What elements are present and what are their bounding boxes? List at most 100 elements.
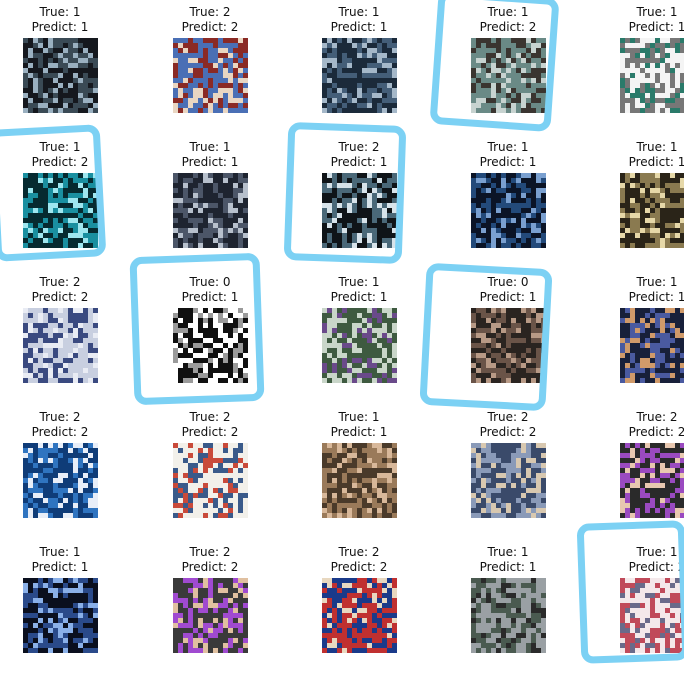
true-label: True: 1 xyxy=(39,5,81,19)
speaker-with-flag-photo xyxy=(322,578,397,653)
news-collage-image xyxy=(173,443,248,518)
predict-label: Predict: 2 xyxy=(181,425,239,439)
predict-label: Predict: 2 xyxy=(31,425,89,439)
city-street-crowd-photo xyxy=(471,578,546,653)
crowd-under-arch-photo xyxy=(322,308,397,383)
predict-label: Predict: 2 xyxy=(628,560,684,574)
prediction-cell: True: 1 Predict: 1 xyxy=(0,5,120,135)
poster-with-portraits xyxy=(173,578,248,653)
true-label: True: 0 xyxy=(487,275,529,289)
true-label: True: 2 xyxy=(338,140,380,154)
prediction-cell: True: 1 Predict: 1 xyxy=(448,140,568,270)
night-crowd-stage-photo xyxy=(23,38,98,113)
prediction-cell: True: 2 Predict: 2 xyxy=(150,410,270,540)
prediction-cell: True: 1 Predict: 1 xyxy=(448,545,568,675)
two-people-photo xyxy=(322,443,397,518)
predict-label: Predict: 1 xyxy=(330,155,388,169)
true-label: True: 2 xyxy=(39,275,81,289)
predict-label: Predict: 1 xyxy=(628,155,684,169)
predict-label: Predict: 1 xyxy=(628,20,684,34)
true-label: True: 2 xyxy=(189,545,231,559)
true-label: True: 1 xyxy=(487,545,529,559)
predict-label: Predict: 2 xyxy=(31,155,89,169)
true-label: True: 1 xyxy=(487,5,529,19)
blue-poster-image xyxy=(23,443,98,518)
predict-label: Predict: 1 xyxy=(31,20,89,34)
crowd-with-lights-photo xyxy=(620,173,684,248)
prediction-cell: True: 2 Predict: 2 xyxy=(150,5,270,135)
true-label: True: 1 xyxy=(338,275,380,289)
prediction-cell: True: 0 Predict: 1 xyxy=(448,275,568,405)
predict-label: Predict: 1 xyxy=(479,155,537,169)
night-street-crowd-photo xyxy=(173,173,248,248)
true-label: True: 2 xyxy=(39,410,81,424)
true-label: True: 1 xyxy=(636,275,678,289)
monument-illustration xyxy=(23,308,98,383)
prediction-cell: True: 1 Predict: 1 xyxy=(597,5,684,135)
predict-label: Predict: 2 xyxy=(479,425,537,439)
true-label: True: 1 xyxy=(636,5,678,19)
true-label: True: 2 xyxy=(189,5,231,19)
predict-label: Predict: 1 xyxy=(181,155,239,169)
true-label: True: 2 xyxy=(189,410,231,424)
prediction-cell: True: 2 Predict: 2 xyxy=(0,410,120,540)
true-label: True: 1 xyxy=(338,410,380,424)
predict-label: Predict: 1 xyxy=(330,425,388,439)
true-label: True: 1 xyxy=(636,545,678,559)
prediction-cell: True: 1 Predict: 1 xyxy=(150,140,270,270)
prediction-cell: True: 2 Predict: 1 xyxy=(299,140,419,270)
predict-label: Predict: 2 xyxy=(181,20,239,34)
true-label: True: 2 xyxy=(487,410,529,424)
true-label: True: 2 xyxy=(636,410,678,424)
predict-label: Predict: 1 xyxy=(479,560,537,574)
costumed-figures-photo xyxy=(471,443,546,518)
predict-label: Predict: 2 xyxy=(181,560,239,574)
predict-label: Predict: 2 xyxy=(31,290,89,304)
prediction-cell: True: 2 Predict: 2 xyxy=(0,275,120,405)
true-label: True: 1 xyxy=(487,140,529,154)
true-label: True: 1 xyxy=(39,140,81,154)
prediction-cell: True: 1 Predict: 1 xyxy=(299,5,419,135)
prediction-cell: True: 1 Predict: 1 xyxy=(0,545,120,675)
blue-night-crowd-photo xyxy=(471,173,546,248)
blue-lit-crowd-photo xyxy=(23,173,98,248)
predict-label: Predict: 1 xyxy=(330,290,388,304)
predict-label: Predict: 1 xyxy=(181,290,239,304)
text-document-image xyxy=(620,38,684,113)
true-label: True: 2 xyxy=(338,545,380,559)
prediction-cell: True: 0 Predict: 1 xyxy=(150,275,270,405)
prediction-cell: True: 1 Predict: 2 xyxy=(0,140,120,270)
prediction-cell: True: 2 Predict: 2 xyxy=(448,410,568,540)
prediction-cell: True: 2 Predict: 2 xyxy=(597,410,684,540)
dense-crowd-photo xyxy=(322,38,397,113)
true-label: True: 1 xyxy=(338,5,380,19)
black-text-document-image xyxy=(173,308,248,383)
predict-label: Predict: 2 xyxy=(330,560,388,574)
prediction-cell: True: 1 Predict: 1 xyxy=(597,275,684,405)
prediction-cell: True: 2 Predict: 2 xyxy=(299,545,419,675)
prediction-cell: True: 2 Predict: 2 xyxy=(150,545,270,675)
prediction-cell: True: 1 Predict: 2 xyxy=(597,545,684,675)
selfie-photo xyxy=(620,578,684,653)
prediction-cell: True: 1 Predict: 1 xyxy=(597,140,684,270)
portrait-collage-image xyxy=(620,443,684,518)
handshake-photo xyxy=(471,308,546,383)
predict-label: Predict: 1 xyxy=(31,560,89,574)
prediction-cell: True: 1 Predict: 1 xyxy=(299,275,419,405)
night-protest-photo xyxy=(322,173,397,248)
predict-label: Predict: 1 xyxy=(479,290,537,304)
colorful-night-crowd-photo xyxy=(620,308,684,383)
predict-label: Predict: 1 xyxy=(330,20,388,34)
prediction-cell: True: 1 Predict: 1 xyxy=(299,410,419,540)
true-label: True: 1 xyxy=(39,545,81,559)
predict-label: Predict: 2 xyxy=(479,20,537,34)
true-label: True: 0 xyxy=(189,275,231,289)
prediction-cell: True: 1 Predict: 2 xyxy=(448,5,568,135)
group-photo-with-banner xyxy=(173,38,248,113)
predict-label: Predict: 2 xyxy=(628,425,684,439)
true-label: True: 1 xyxy=(636,140,678,154)
true-label: True: 1 xyxy=(189,140,231,154)
concert-crowd-photo xyxy=(23,578,98,653)
predict-label: Predict: 1 xyxy=(628,290,684,304)
